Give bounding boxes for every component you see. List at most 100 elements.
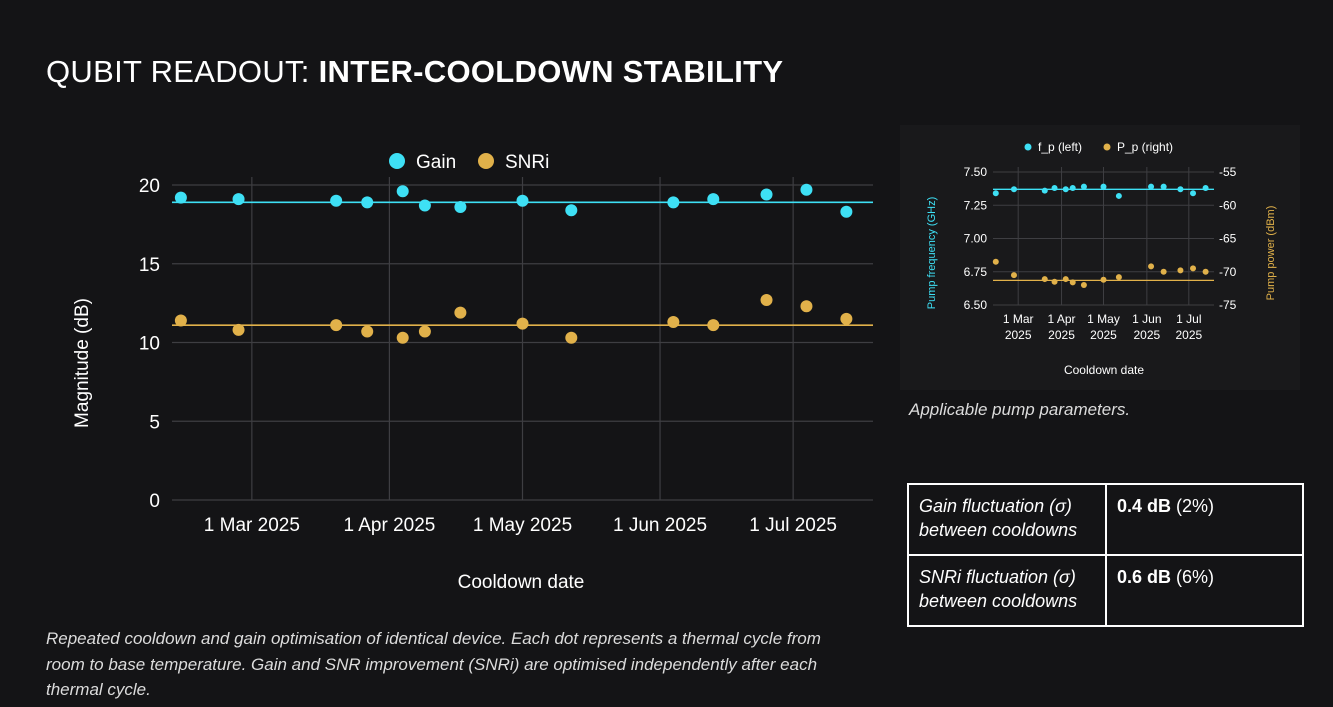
fp-point bbox=[992, 190, 999, 197]
gain-point bbox=[232, 193, 245, 206]
fp-point bbox=[1010, 186, 1017, 193]
gain-point bbox=[707, 193, 720, 206]
x-tick-label: 1 Mar 2025 bbox=[204, 515, 300, 536]
y-tick-label: 5 bbox=[149, 412, 160, 433]
gain-point bbox=[840, 205, 853, 218]
snri-point bbox=[418, 325, 431, 338]
gain-fluctuation-label: Gain fluctuation (σ) between cooldowns bbox=[907, 483, 1107, 556]
snri-point bbox=[800, 300, 813, 313]
snri-point bbox=[516, 317, 529, 330]
fp-point bbox=[1177, 186, 1184, 193]
fp-point bbox=[1160, 183, 1167, 190]
x-tick-label: 1 Jul bbox=[1176, 312, 1201, 326]
x-tick-label: 1 May bbox=[1087, 312, 1120, 326]
fp-point bbox=[1202, 184, 1209, 191]
x-tick-label: 2025 bbox=[1175, 328, 1202, 342]
snri-fluctuation-label: SNRi fluctuation (σ) between cooldowns bbox=[907, 554, 1107, 627]
x-tick-label: 1 Jun 2025 bbox=[613, 515, 707, 536]
table-row: Gain fluctuation (σ) between cooldowns 0… bbox=[907, 483, 1304, 556]
pp-point bbox=[1115, 274, 1122, 281]
snri-point bbox=[454, 306, 467, 319]
gain-point bbox=[667, 196, 680, 209]
x-tick-label: 2025 bbox=[1005, 328, 1032, 342]
gain-point bbox=[330, 194, 343, 207]
pp-point bbox=[1100, 276, 1107, 283]
right-tick-label: -65 bbox=[1219, 232, 1237, 246]
fp-point bbox=[1100, 183, 1107, 190]
gain-point bbox=[760, 188, 773, 201]
fp-point bbox=[1069, 184, 1076, 191]
snri-point bbox=[760, 293, 773, 306]
fp-point bbox=[1115, 192, 1122, 199]
pump-parameters-chart: 6.50 6.75 7.00 7.25 7.50 -75 -70 -65 -60 -55 1 Mar… bbox=[900, 125, 1300, 390]
legend-marker-gain bbox=[389, 153, 405, 169]
snri-point bbox=[174, 314, 187, 327]
y-tick-label: 10 bbox=[139, 334, 160, 355]
pp-point bbox=[1190, 265, 1197, 272]
right-tick-label: -70 bbox=[1219, 265, 1237, 279]
fp-point bbox=[1062, 186, 1069, 193]
right-axis-label: Pump power (dBm) bbox=[1265, 206, 1277, 301]
x-tick-label: 2025 bbox=[1090, 328, 1117, 342]
pp-point bbox=[1177, 267, 1184, 274]
snri-point bbox=[667, 316, 680, 329]
y-tick-label: 15 bbox=[139, 255, 160, 276]
legend-label-gain: Gain bbox=[416, 152, 456, 173]
snri-point bbox=[361, 325, 374, 338]
pump-chart-caption: Applicable pump parameters. bbox=[909, 400, 1131, 419]
gain-point bbox=[361, 196, 374, 209]
legend-marker-snri bbox=[478, 153, 494, 169]
table-row: SNRi fluctuation (σ) between cooldowns 0… bbox=[907, 554, 1304, 627]
x-axis-label: Cooldown date bbox=[1064, 363, 1144, 377]
pp-point bbox=[992, 258, 999, 265]
gain-point bbox=[565, 204, 578, 217]
x-tick-label: 1 Apr 2025 bbox=[343, 515, 435, 536]
pp-point bbox=[1148, 263, 1155, 270]
pp-point bbox=[1051, 278, 1058, 285]
pp-point bbox=[1069, 279, 1076, 286]
fp-point bbox=[1080, 183, 1087, 190]
pp-point bbox=[1160, 268, 1167, 275]
left-tick-label: 7.25 bbox=[964, 198, 988, 212]
legend-label: f_p (left) bbox=[1038, 140, 1082, 154]
pp-point bbox=[1041, 276, 1048, 283]
gain-point bbox=[454, 201, 467, 214]
legend-marker bbox=[1024, 143, 1032, 151]
right-tick-label: -60 bbox=[1219, 198, 1237, 212]
y-tick-label: 0 bbox=[149, 491, 160, 512]
left-tick-label: 7.00 bbox=[964, 232, 988, 246]
pp-point bbox=[1080, 282, 1087, 289]
snri-point bbox=[232, 323, 245, 336]
title-prefix: QUBIT READOUT: bbox=[46, 54, 319, 89]
snri-point bbox=[330, 319, 343, 332]
x-tick-label: 2025 bbox=[1134, 328, 1161, 342]
title-emphasis: INTER-COOLDOWN STABILITY bbox=[318, 54, 784, 89]
left-tick-label: 7.50 bbox=[964, 165, 988, 179]
gain-point bbox=[396, 185, 409, 198]
right-tick-label: -75 bbox=[1219, 298, 1237, 312]
snri-point bbox=[396, 331, 409, 344]
y-tick-label: 20 bbox=[139, 176, 160, 197]
x-axis-label: Cooldown date bbox=[458, 572, 585, 593]
pump-chart-background bbox=[900, 125, 1300, 390]
x-tick-label: 1 Mar bbox=[1003, 312, 1034, 326]
legend-label: P_p (right) bbox=[1117, 140, 1173, 154]
x-tick-label: 1 Jun bbox=[1132, 312, 1161, 326]
gain-point bbox=[800, 183, 813, 196]
gain-point bbox=[174, 191, 187, 204]
pp-point bbox=[1062, 276, 1069, 283]
x-tick-label: 1 Jul 2025 bbox=[749, 515, 837, 536]
fp-point bbox=[1190, 190, 1197, 197]
gain-fluctuation-value: 0.4 dB (2%) bbox=[1105, 483, 1304, 556]
snri-point bbox=[565, 331, 578, 344]
snri-fluctuation-value: 0.6 dB (6%) bbox=[1105, 554, 1304, 627]
fp-point bbox=[1041, 187, 1048, 194]
right-tick-label: -55 bbox=[1219, 165, 1237, 179]
page-title: QUBIT READOUT: INTER-COOLDOWN STABILITY bbox=[46, 54, 783, 90]
main-chart-caption: Repeated cooldown and gain optimisation … bbox=[46, 629, 821, 699]
pp-point bbox=[1010, 272, 1017, 279]
y-axis-label: Magnitude (dB) bbox=[72, 298, 93, 428]
snri-point bbox=[840, 312, 853, 325]
fp-point bbox=[1051, 184, 1058, 191]
x-tick-label: 1 May 2025 bbox=[473, 515, 572, 536]
